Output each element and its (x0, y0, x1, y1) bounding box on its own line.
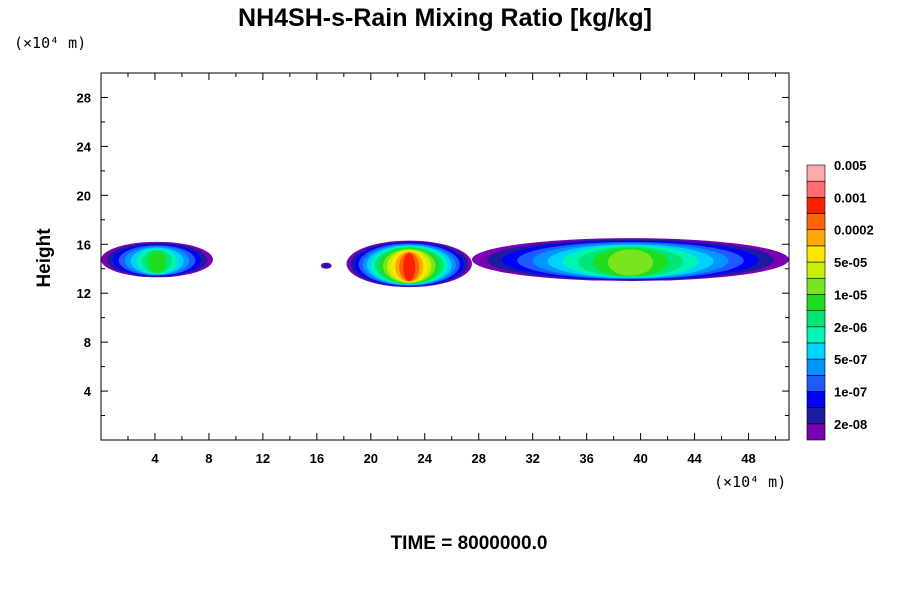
plot-frame (100, 72, 790, 441)
colorbar-swatch-5 (806, 342, 826, 360)
colorbar-swatch-7 (806, 310, 826, 328)
field-level-8 (148, 250, 166, 273)
chart-title: NH4SH-s-Rain Mixing Ratio [kg/kg] (238, 4, 652, 32)
colorbar-swatch-9 (806, 277, 826, 295)
field-blob-1 (320, 262, 332, 269)
colorbar-swatch-12 (806, 229, 826, 247)
colorbar-label: 2e-06 (834, 320, 867, 335)
x-tick-label: 44 (687, 451, 702, 466)
colorbar-swatch-8 (806, 294, 826, 311)
colorbar-swatch-0 (806, 423, 826, 441)
time-label: TIME = 8000000.0 (391, 533, 548, 554)
field-blob-2 (346, 240, 472, 288)
y-axis-label: Height (34, 228, 55, 288)
y-tick-label: 28 (77, 90, 91, 105)
x-tick-label: 24 (418, 451, 433, 466)
colorbar-swatch-1 (806, 407, 826, 425)
y-tick-label: 24 (77, 139, 92, 154)
x-tick-label: 28 (471, 451, 485, 466)
y-tick-label: 16 (77, 237, 91, 252)
field-blob-3 (471, 238, 789, 281)
colorbar-label: 2e-08 (834, 417, 867, 432)
field-blob-0 (101, 241, 213, 278)
colorbar-swatch-11 (806, 245, 826, 263)
x-tick-label: 20 (364, 451, 378, 466)
x-tick-label: 16 (310, 451, 324, 466)
colorbar-label: 5e-05 (834, 255, 867, 270)
colorbar-label: 5e-07 (834, 352, 867, 367)
colorbar-swatch-6 (806, 326, 826, 344)
x-tick-label: 12 (256, 451, 270, 466)
y-tick-label: 4 (84, 384, 92, 399)
field-level-1 (323, 263, 330, 269)
field-level-14 (403, 253, 416, 281)
colorbar-swatch-15 (806, 180, 826, 198)
colorbar-swatch-16 (806, 164, 826, 182)
y-tick-label: 8 (84, 335, 91, 350)
colorbar-swatch-14 (806, 197, 826, 214)
colorbar-swatch-13 (806, 213, 826, 231)
colorbar-swatch-10 (806, 261, 826, 279)
x-tick-label: 40 (633, 451, 647, 466)
x-tick-label: 4 (151, 451, 159, 466)
colorbar-swatch-4 (806, 358, 826, 376)
x-tick-label: 8 (205, 451, 212, 466)
colorbar-label: 0.0002 (834, 223, 874, 238)
x-tick-label: 32 (525, 451, 539, 466)
x-unit-label: (×10⁴ m) (714, 473, 786, 491)
y-tick-label: 20 (77, 188, 91, 203)
colorbar-label: 0.005 (834, 158, 867, 173)
colorbar-swatch-3 (806, 374, 826, 392)
field-level-9 (607, 249, 654, 276)
colorbar: 2e-08 1e-07 5e-07 2e-06 1e-05 5e-05 0.0002 0.00… (806, 158, 874, 441)
colorbar-label: 0.001 (834, 190, 867, 205)
mixing-ratio-field (101, 238, 789, 288)
y-unit-label: (×10⁴ m) (14, 34, 86, 52)
colorbar-swatch-2 (806, 391, 826, 408)
x-tick-label: 48 (741, 451, 755, 466)
colorbar-label: 1e-05 (834, 287, 867, 302)
x-tick-label: 36 (579, 451, 593, 466)
y-tick-label: 12 (77, 286, 91, 301)
colorbar-label: 1e-07 (834, 384, 867, 399)
